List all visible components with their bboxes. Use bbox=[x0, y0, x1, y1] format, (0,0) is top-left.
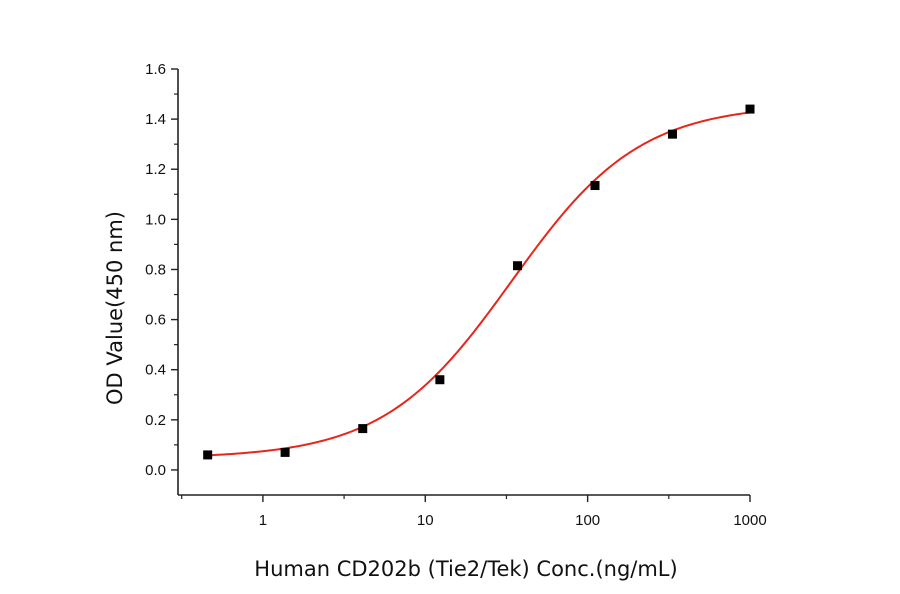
x-axis: 1 10 100 1000 bbox=[178, 494, 767, 529]
x-tick-label: 10 bbox=[417, 512, 434, 529]
data-point bbox=[203, 450, 213, 460]
data-point bbox=[513, 261, 523, 271]
y-tick-label: 1.6 bbox=[145, 61, 166, 78]
data-point bbox=[280, 447, 290, 457]
x-axis-title: Human CD202b (Tie2/Tek) Conc.(ng/mL) bbox=[254, 557, 677, 581]
data-point bbox=[590, 181, 600, 191]
y-tick-label: 0.6 bbox=[145, 312, 166, 329]
data-point bbox=[667, 129, 677, 139]
x-tick-label: 1 bbox=[259, 512, 267, 529]
fit-curve-layer bbox=[207, 111, 751, 457]
y-axis: 0.0 0.2 0.4 0.6 0.8 1.0 1.2 1.4 1.6 bbox=[145, 61, 179, 495]
x-tick-label: 1000 bbox=[733, 512, 766, 529]
y-tick-label: 0.4 bbox=[145, 362, 166, 379]
y-tick-label: 1.4 bbox=[145, 111, 166, 128]
y-tick-label: 0.8 bbox=[145, 261, 166, 278]
data-point bbox=[435, 375, 445, 385]
y-axis-title: OD Value(450 nm) bbox=[103, 211, 127, 405]
y-tick-label: 1.0 bbox=[145, 211, 166, 228]
fit-curve bbox=[207, 111, 751, 457]
data-point bbox=[358, 424, 368, 434]
y-tick-label: 1.2 bbox=[145, 161, 166, 178]
data-point bbox=[745, 104, 755, 114]
y-tick-label: 0.0 bbox=[145, 462, 166, 479]
x-tick-label: 100 bbox=[575, 512, 600, 529]
y-tick-label: 0.2 bbox=[145, 412, 166, 429]
data-points-layer bbox=[203, 104, 755, 460]
